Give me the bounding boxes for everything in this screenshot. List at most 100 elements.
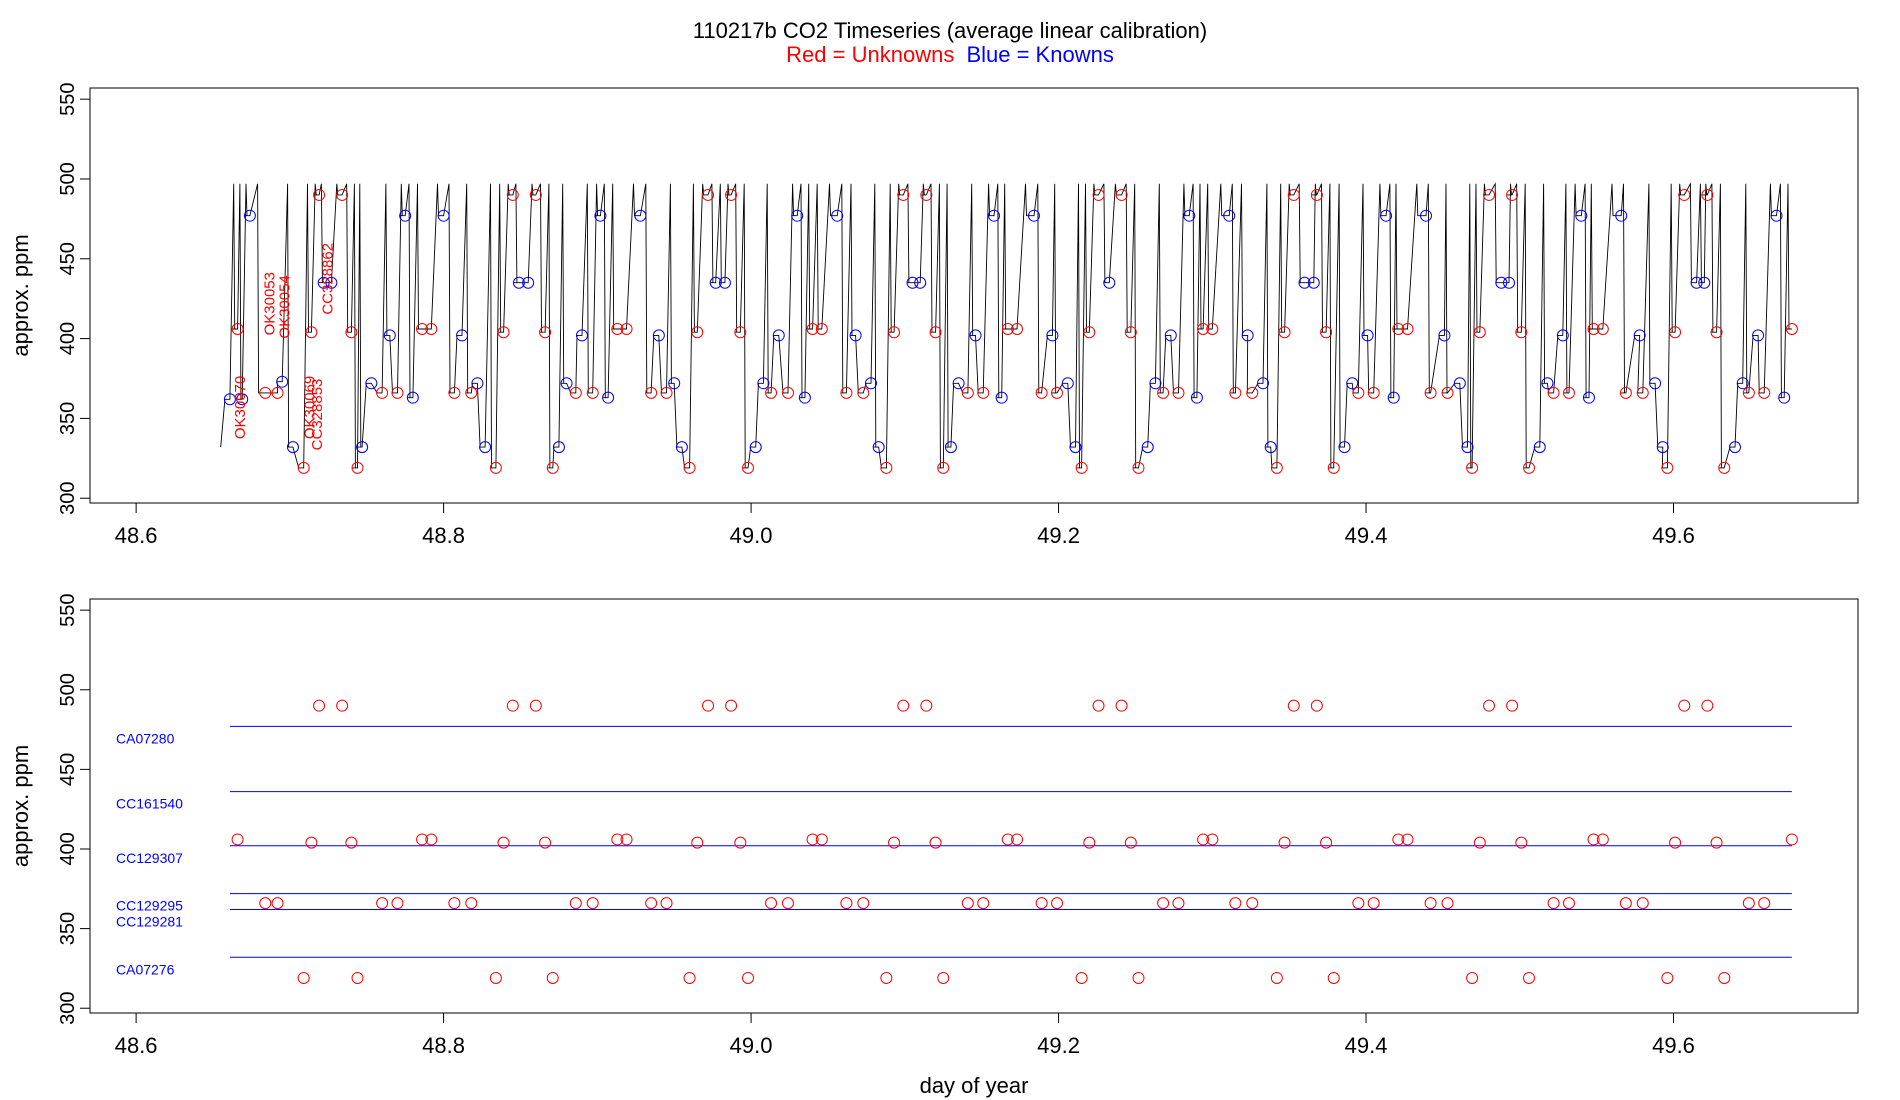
x-tick-label: 48.8 <box>422 1033 465 1058</box>
unknown-point <box>1710 836 1723 849</box>
y-tick-label: 550 <box>57 593 79 626</box>
known-point <box>872 441 885 454</box>
known-point <box>383 329 396 342</box>
known-point <box>1615 209 1628 222</box>
unknown-point <box>1092 188 1105 201</box>
known-point <box>317 276 330 289</box>
unknown-point <box>961 897 974 910</box>
unknown-point <box>806 323 819 336</box>
unknown-point <box>1001 323 1014 336</box>
unknown-point <box>937 971 950 984</box>
unknown-point <box>1157 897 1170 910</box>
unknown-point <box>734 836 747 849</box>
unknown-point <box>336 699 349 712</box>
y-tick-label: 500 <box>57 162 79 195</box>
unknown-point <box>465 897 478 910</box>
known-point <box>1736 377 1749 390</box>
trace-line <box>220 182 1792 469</box>
unknown-point <box>742 971 755 984</box>
unknown-point <box>1157 386 1170 399</box>
unknown-point <box>1742 386 1755 399</box>
unknown-point <box>1075 461 1088 474</box>
unknown-point <box>1327 461 1340 474</box>
unknown-point <box>259 897 272 910</box>
unknown-point <box>1011 833 1024 846</box>
unknown-point <box>1547 386 1560 399</box>
unknown-point <box>1392 833 1405 846</box>
unknown-point <box>683 461 696 474</box>
unknown-point <box>1473 836 1486 849</box>
unknown-point <box>1278 326 1291 339</box>
unknown-point <box>857 897 870 910</box>
known-point <box>479 441 492 454</box>
known-point <box>1257 377 1270 390</box>
unknown-point <box>1587 323 1600 336</box>
unknown-point <box>815 833 828 846</box>
unknown-point <box>1515 836 1528 849</box>
top-panel: 300 350 400 450 500 550 approx. ppm 48.6 48.8 49.… <box>8 82 1859 548</box>
known-point <box>1461 441 1474 454</box>
unknown-point <box>1669 326 1682 339</box>
unknown-point <box>529 699 542 712</box>
unknown-point <box>815 323 828 336</box>
unknown-point <box>840 386 853 399</box>
unknown-point <box>888 326 901 339</box>
y-tick-label: 300 <box>57 482 79 515</box>
unknown-point <box>465 386 478 399</box>
known-point <box>1223 209 1236 222</box>
reference-label: CA07280 <box>116 730 175 746</box>
unknown-point <box>1197 833 1210 846</box>
known-point <box>1533 441 1546 454</box>
unknown-point <box>305 836 318 849</box>
known-point <box>1541 377 1554 390</box>
known-point <box>1046 329 1059 342</box>
unknown-point <box>489 461 502 474</box>
unknown-point <box>1506 188 1519 201</box>
unknown-point <box>1172 897 1185 910</box>
unknown-point <box>376 386 389 399</box>
sample-label: CC328853 <box>309 379 326 451</box>
unknown-point <box>351 461 364 474</box>
unknown-point <box>1278 836 1291 849</box>
unknown-point <box>1473 326 1486 339</box>
reference-label: CC161540 <box>116 796 183 812</box>
unknown-point <box>880 971 893 984</box>
known-point <box>1061 377 1074 390</box>
unknown-point <box>1083 836 1096 849</box>
unknown-point <box>1701 188 1714 201</box>
unknown-point <box>297 461 310 474</box>
unknown-point <box>259 386 272 399</box>
unknown-point <box>1270 971 1283 984</box>
x-tick-label: 49.4 <box>1345 1033 1388 1058</box>
unknown-point <box>297 971 310 984</box>
unknown-point <box>489 971 502 984</box>
y-tick-label: 300 <box>57 992 79 1025</box>
unknown-point <box>725 188 738 201</box>
x-tick-label: 48.6 <box>115 1033 158 1058</box>
unknown-point <box>1229 386 1242 399</box>
known-point <box>236 393 249 406</box>
known-point <box>1190 391 1203 404</box>
unknown-point <box>1115 188 1128 201</box>
known-point <box>1298 276 1311 289</box>
unknown-point <box>586 386 599 399</box>
unknown-point <box>781 897 794 910</box>
unknown-point <box>702 188 715 201</box>
unknown-point <box>806 833 819 846</box>
unknown-point <box>416 323 429 336</box>
sample-label: OK30053 <box>261 272 278 335</box>
sample-label: OK30054 <box>277 275 294 338</box>
unknown-point <box>1669 836 1682 849</box>
subtitle-unknowns: Red = Unknowns <box>786 42 954 67</box>
unknown-point <box>1596 833 1609 846</box>
unknown-point <box>345 326 358 339</box>
y-tick-label: 350 <box>57 912 79 945</box>
unknown-point <box>1785 323 1798 336</box>
unknown-point <box>765 386 778 399</box>
unknown-point <box>937 461 950 474</box>
known-point <box>1649 377 1662 390</box>
unknown-point <box>929 836 942 849</box>
known-point <box>1419 209 1432 222</box>
unknown-point <box>1678 699 1691 712</box>
